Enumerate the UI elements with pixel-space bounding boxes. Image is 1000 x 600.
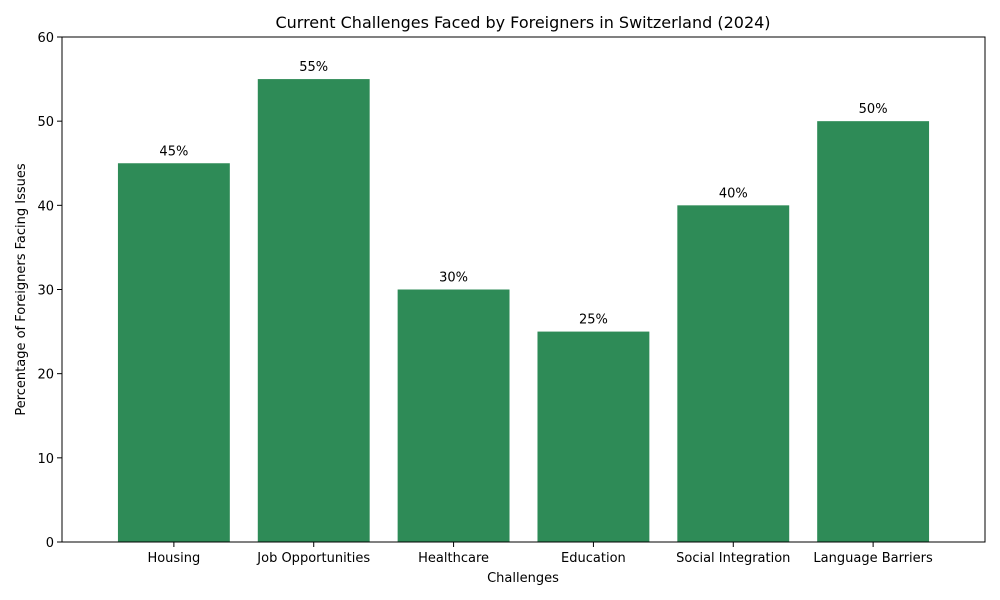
data-label: 55% xyxy=(299,60,328,75)
y-tick-label: 60 xyxy=(37,31,54,46)
x-tick-label: Housing xyxy=(147,551,200,566)
chart-title: Current Challenges Faced by Foreigners i… xyxy=(275,13,770,32)
data-label: 50% xyxy=(859,102,888,117)
x-tick-label: Healthcare xyxy=(418,551,489,566)
y-tick-label: 40 xyxy=(37,199,54,214)
plot-frame xyxy=(61,36,986,543)
x-axis: Housing Job Opportunities Healthcare Educat… xyxy=(147,542,933,566)
x-tick-label: Language Barriers xyxy=(813,551,933,566)
y-tick-label: 50 xyxy=(37,115,54,130)
bar-job-opportunities xyxy=(257,79,370,542)
data-label-group: 45% 55% 30% 25% 40% 50% xyxy=(159,60,887,328)
data-label: 45% xyxy=(159,144,188,159)
y-tick-label: 0 xyxy=(46,536,54,551)
y-tick-label: 10 xyxy=(37,452,54,467)
bar-education xyxy=(537,331,650,542)
x-tick-label: Education xyxy=(561,551,626,566)
x-tick-label: Social Integration xyxy=(676,551,790,566)
y-tick-label: 30 xyxy=(37,284,54,299)
data-label: 40% xyxy=(719,186,748,201)
data-label: 25% xyxy=(579,313,608,328)
x-tick-label: Job Opportunities xyxy=(256,551,370,566)
bar-language-barriers xyxy=(817,121,930,543)
x-axis-label: Challenges xyxy=(487,571,559,586)
bar-social-integration xyxy=(677,205,790,543)
bar-housing xyxy=(117,163,230,542)
data-label: 30% xyxy=(439,271,468,286)
y-tick-label: 20 xyxy=(37,368,54,383)
y-axis-label: Percentage of Foreigners Facing Issues xyxy=(14,163,29,416)
y-axis: 0 10 20 30 40 50 60 xyxy=(37,31,62,551)
bar-group xyxy=(117,79,930,543)
bar-healthcare xyxy=(397,289,510,542)
